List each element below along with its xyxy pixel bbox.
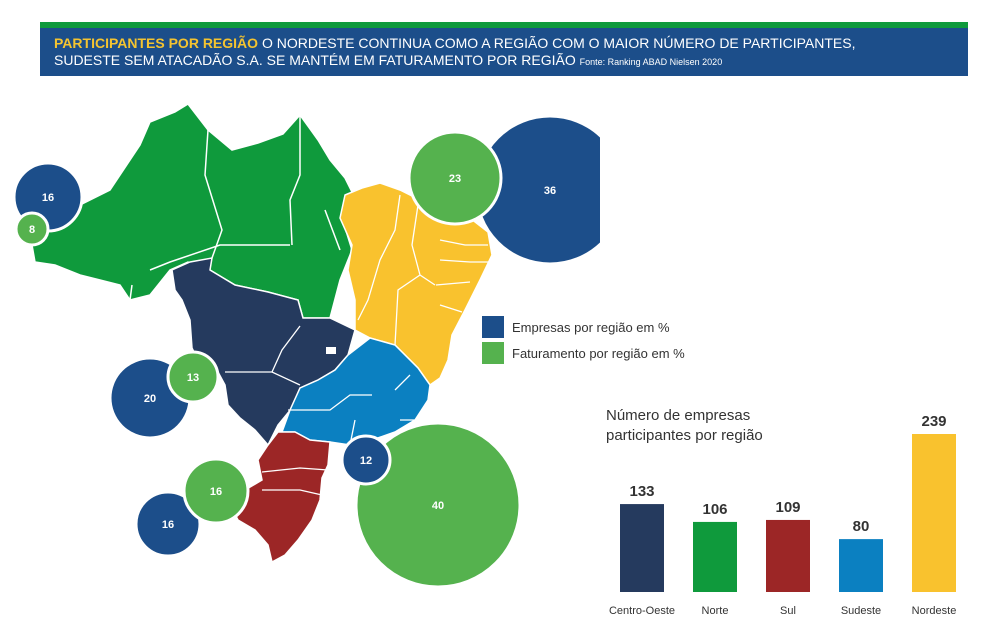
svg-text:13: 13 [187,372,199,384]
header-text-2: SUDESTE SEM ATACADÃO S.A. SE MANTÉM EM F… [54,52,576,68]
svg-text:16: 16 [162,519,174,531]
legend-item-empresas: Empresas por região em % [482,314,685,340]
bar-nordeste [912,434,956,592]
header-line-2: SUDESTE SEM ATACADÃO S.A. SE MANTÉM EM F… [54,52,968,71]
bubble-nordeste-faturamento: 23 [407,130,503,226]
svg-text:16: 16 [42,192,54,204]
bar-norte [693,521,737,592]
distrito-federal [326,347,336,354]
svg-text:20: 20 [144,393,156,405]
legend-swatch-empresas [482,316,504,338]
brazil-map: 16 8 36 23 20 13 16 16 40 12 [12,103,600,589]
bar-value-sul: 109 [775,499,800,516]
bubble-sudeste-faturamento: 40 [354,421,522,589]
category-label-sul: Sul [780,605,796,617]
header-source: Fonte: Ranking ABAD Nielsen 2020 [579,57,723,67]
svg-text:23: 23 [449,173,461,185]
bar-value-sudeste: 80 [853,518,870,535]
norte-internal-borders [129,115,341,301]
bar-sudeste [839,539,883,592]
bubble-centro-oeste-faturamento: 13 [166,350,220,404]
bubble-sul-empresas: 16 [134,490,202,558]
svg-text:12: 12 [360,455,372,467]
svg-text:8: 8 [29,224,35,236]
category-label-norte: Norte [702,605,729,617]
category-label-sudeste: Sudeste [841,605,881,617]
header-accent-line [40,22,968,28]
chart-title: Número de empresas participantes por reg… [606,407,763,444]
bubble-sudeste-empresas: 12 [340,434,392,486]
bubble-norte-faturamento: 8 [14,211,50,247]
svg-text:40: 40 [432,500,444,512]
svg-text:16: 16 [210,486,222,498]
bar-value-nordeste: 239 [921,413,946,430]
nordeste-internal-borders [357,194,490,346]
header-highlight: PARTICIPANTES POR REGIÃO [54,35,259,51]
legend-label-faturamento: Faturamento por região em % [512,345,685,361]
category-label-centro-oeste: Centro-Oeste [609,605,675,617]
category-label-nordeste: Nordeste [912,605,957,617]
header-banner: PARTICIPANTES POR REGIÃO O NORDESTE CONT… [40,28,968,76]
bubble-sul-faturamento: 16 [182,457,250,525]
bar-chart: 133 Centro-Oeste 106 Norte 109 Sul 80 Sudeste 23… [609,413,957,617]
legend-item-faturamento: Faturamento por região em % [482,340,685,366]
region-norte [31,103,357,319]
legend-label-empresas: Empresas por região em % [512,319,670,335]
sul-internal-borders [261,467,329,496]
centro-oeste-internal-borders [225,325,301,386]
sudeste-internal-borders [288,374,415,446]
svg-text:36: 36 [544,185,556,197]
bar-sul [766,519,810,592]
header-line-1: PARTICIPANTES POR REGIÃO O NORDESTE CONT… [54,35,968,52]
legend: Empresas por região em % Faturamento por… [482,314,685,366]
legend-swatch-faturamento [482,342,504,364]
bar-value-norte: 106 [702,501,727,518]
bar-centro-oeste [620,504,664,592]
header-text-1: O NORDESTE CONTINUA COMO A REGIÃO COM O … [261,35,856,51]
bar-value-centro-oeste: 133 [629,483,654,500]
